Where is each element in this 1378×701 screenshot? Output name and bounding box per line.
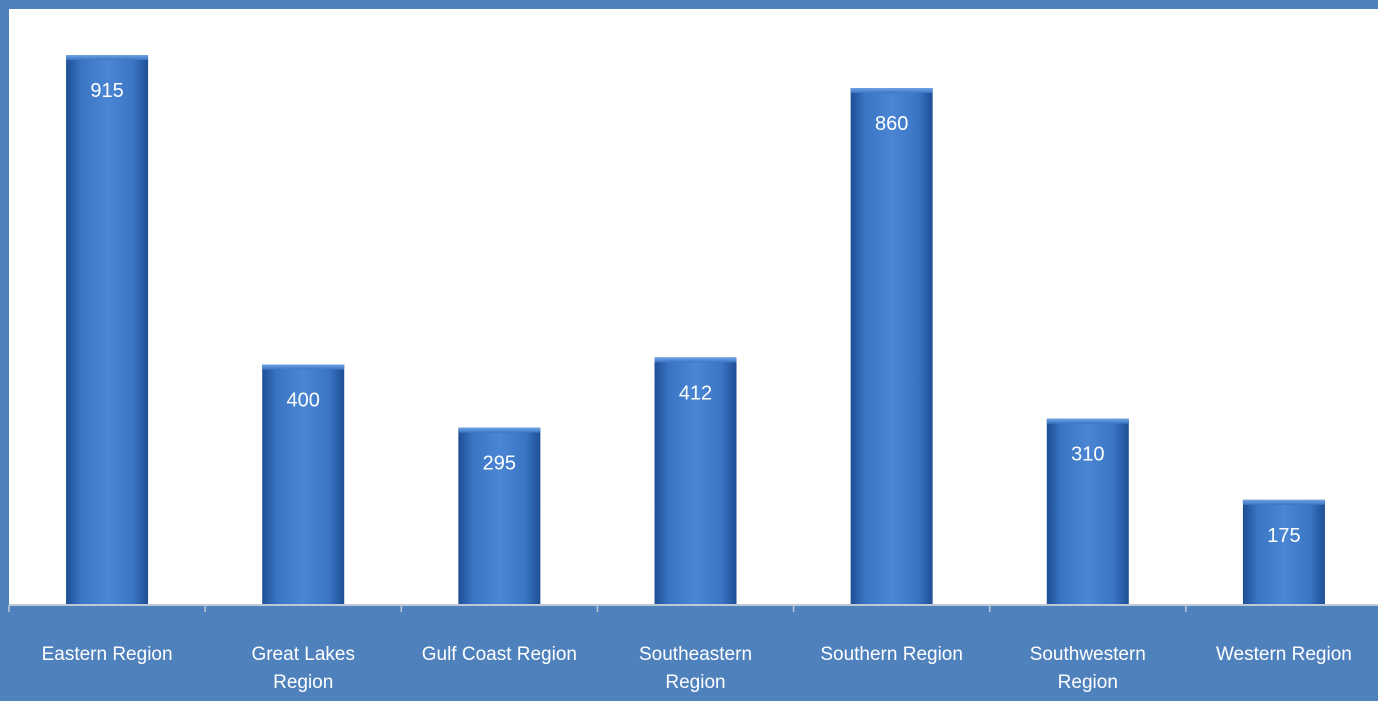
data-label: 310 [1071, 444, 1104, 466]
category-label-line: Gulf Coast Region [422, 644, 577, 665]
bar-group: 310 [1046, 418, 1129, 605]
category-label-line: Southern Region [820, 644, 963, 665]
category-label: Southwestern Region [1030, 644, 1146, 693]
category-label-line: Southwestern [1030, 644, 1146, 665]
data-label: 175 [1267, 525, 1300, 547]
category-label-line: Great Lakes [251, 644, 355, 665]
category-label-line: Region [273, 672, 333, 693]
category-label: Southeastern Region [639, 644, 752, 693]
bar [654, 357, 737, 605]
data-label: 860 [875, 113, 908, 135]
labels-layer: Eastern Region Great Lakes Region Gulf Coas… [42, 644, 1352, 693]
bars-layer: 915 400 295 412 860 310 175 [66, 55, 1325, 605]
data-label: 915 [90, 80, 123, 102]
bar-top-highlight [1046, 418, 1129, 424]
bar-group: 295 [458, 427, 541, 605]
bar-group: 915 [66, 55, 149, 605]
category-label-line: Southeastern [639, 644, 752, 665]
category-label: Eastern Region [42, 644, 173, 665]
category-label: Gulf Coast Region [422, 644, 577, 665]
bar [1046, 418, 1129, 605]
bar-group: 860 [850, 88, 933, 605]
ticks-layer [8, 605, 1187, 612]
bar-top-highlight [458, 427, 541, 433]
category-label-line: Region [1058, 672, 1118, 693]
bar [850, 88, 933, 605]
bar-top-highlight [654, 357, 737, 363]
bar [66, 55, 149, 605]
bar-group: 400 [262, 364, 345, 605]
category-label-line: Western Region [1216, 644, 1352, 665]
bar-top-highlight [262, 364, 345, 370]
bar [458, 427, 541, 605]
data-label: 412 [679, 382, 712, 404]
bar [262, 364, 345, 605]
data-label: 295 [483, 453, 516, 475]
category-label-line: Region [665, 672, 725, 693]
bar-group: 412 [654, 357, 737, 605]
bar-top-highlight [1242, 499, 1325, 505]
bar-top-highlight [850, 88, 933, 94]
bar [1242, 499, 1325, 605]
category-label: Western Region [1216, 644, 1352, 665]
bar-group: 175 [1242, 499, 1325, 605]
data-label: 400 [287, 390, 320, 412]
category-label: Southern Region [820, 644, 963, 665]
category-label-line: Eastern Region [42, 644, 173, 665]
category-label: Great Lakes Region [251, 644, 355, 693]
bar-top-highlight [66, 55, 149, 60]
